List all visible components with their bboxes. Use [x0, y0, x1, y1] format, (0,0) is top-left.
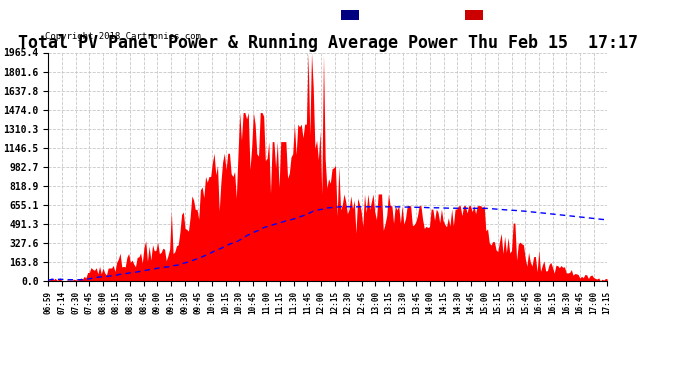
Legend: Average  (DC Watts), PV Panels  (DC Watts): Average (DC Watts), PV Panels (DC Watts) [337, 7, 602, 24]
Title: Total PV Panel Power & Running Average Power Thu Feb 15  17:17: Total PV Panel Power & Running Average P… [18, 33, 638, 53]
Text: Copyright 2018 Cartronics.com: Copyright 2018 Cartronics.com [45, 32, 201, 41]
